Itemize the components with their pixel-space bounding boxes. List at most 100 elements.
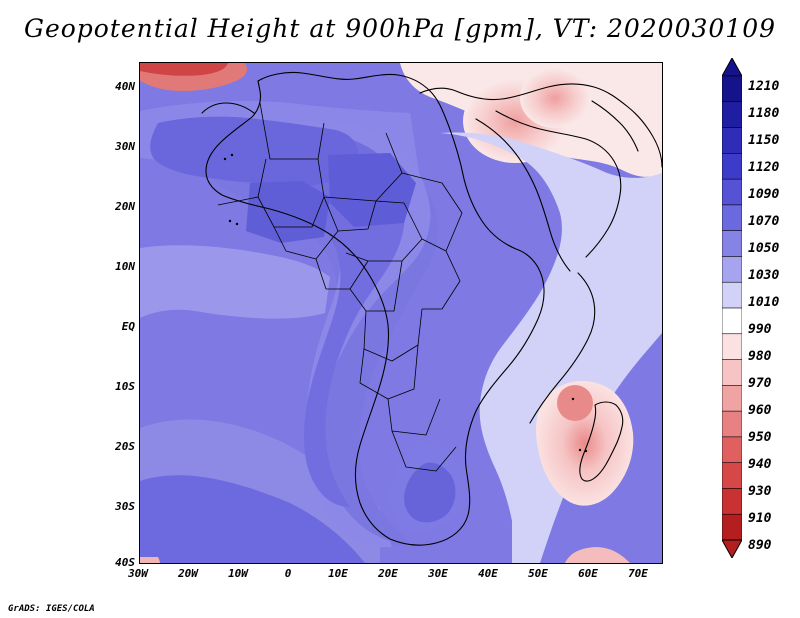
border-drc-north — [349, 260, 403, 312]
lat-label-40n: 40N — [115, 80, 135, 93]
border-algeria-libya — [259, 102, 325, 160]
island-3 — [223, 157, 227, 161]
colorbar-label-980: 980 — [748, 349, 772, 364]
lat-label-30n: 30N — [115, 140, 135, 153]
island-4 — [230, 153, 234, 157]
colorbar-label-1010: 1010 — [748, 295, 780, 310]
colorbar-band — [722, 513, 742, 541]
colorbar-band — [722, 359, 742, 386]
colorbar-label-940: 940 — [748, 457, 772, 472]
colorbar-band — [722, 178, 742, 206]
high-red-northwest-core — [140, 63, 228, 76]
lon-label-0: 0 — [284, 567, 292, 580]
southern-africa-core — [404, 462, 456, 523]
border-drc-south — [363, 308, 423, 362]
island-2 — [235, 222, 239, 226]
colorbar-band — [722, 436, 742, 464]
colorbar-label-1090: 1090 — [748, 187, 780, 202]
colorbar-bands — [722, 75, 742, 541]
lon-label-60e: 60E — [578, 567, 598, 580]
south-pink-lobe — [535, 547, 630, 563]
coastlines — [201, 71, 662, 546]
lon-label-10e: 10E — [328, 567, 348, 580]
small-islands — [223, 153, 588, 453]
country-borders — [217, 102, 463, 472]
colorbar-label-1120: 1120 — [748, 160, 780, 175]
colorbar-band — [722, 153, 742, 180]
lon-label-30e: 30E — [428, 567, 448, 580]
red-sea-coast — [475, 118, 571, 272]
sahara-deep-core-1 — [246, 181, 330, 243]
colorbar-band — [722, 410, 742, 438]
colorbar-band — [722, 256, 742, 283]
colorbar-label-910: 910 — [748, 511, 772, 526]
island-7 — [584, 449, 588, 453]
low-core — [557, 385, 593, 421]
lon-label-50e: 50E — [528, 567, 548, 580]
colorbar — [722, 58, 742, 558]
colorbar-band — [722, 307, 742, 335]
lat-label-40s: 40S — [115, 556, 135, 569]
border-south-africa — [391, 430, 457, 472]
southwest-pink-lobe — [140, 557, 160, 563]
border-nigeria — [273, 226, 339, 260]
colorbar-band — [722, 488, 742, 515]
border-chad — [323, 196, 377, 232]
border-east-africa — [421, 238, 461, 310]
lon-label-40e: 40E — [478, 567, 498, 580]
colorbar-label-990: 990 — [748, 322, 772, 337]
west-sahara-deep-band — [150, 116, 359, 186]
border-cameroon-car — [315, 258, 369, 290]
east-africa-coast — [529, 272, 596, 424]
lon-label-20w: 20W — [178, 567, 198, 580]
island-6 — [578, 448, 582, 452]
colorbar-label-890: 890 — [748, 538, 772, 553]
lon-label-70e: 70E — [628, 567, 648, 580]
colorbar-label-930: 930 — [748, 484, 772, 499]
colorbar-label-1210: 1210 — [748, 79, 780, 94]
colorbar-label-1180: 1180 — [748, 106, 780, 121]
colorbar-band — [722, 333, 742, 361]
lat-label-20n: 20N — [115, 200, 135, 213]
colorbar-label-1050: 1050 — [748, 241, 780, 256]
contour-band-lighter-west — [140, 245, 330, 319]
island-5 — [571, 397, 575, 401]
lon-label-10w: 10W — [228, 567, 248, 580]
lat-label-10s: 10S — [115, 380, 135, 393]
lat-label-10n: 10N — [115, 260, 135, 273]
colorbar-bottom-triangle — [722, 539, 742, 558]
lat-label-eq: EQ — [121, 320, 135, 333]
contour-band-south-atlantic-deep — [140, 475, 365, 563]
map-panel — [139, 62, 663, 564]
colorbar-label-1030: 1030 — [748, 268, 780, 283]
lon-label-20e: 20E — [378, 567, 398, 580]
colorbar-label-1150: 1150 — [748, 133, 780, 148]
lon-label-30w: 30W — [128, 567, 148, 580]
madagascar-coast — [579, 401, 624, 482]
persian-gulf-coast — [591, 100, 639, 152]
geopotential-height-map — [140, 63, 662, 563]
border-mali-niger — [257, 196, 325, 228]
colorbar-band — [722, 101, 742, 129]
colorbar-band — [722, 204, 742, 232]
sahara-deep-core-2 — [328, 153, 416, 227]
border-sudan — [345, 200, 423, 262]
island-1 — [228, 219, 232, 223]
lat-label-30s: 30S — [115, 500, 135, 513]
map-title: Geopotential Height at 900hPa [gpm], VT:… — [23, 14, 777, 43]
africa-coastline — [205, 71, 545, 546]
colorbar-band — [722, 462, 742, 489]
colorbar-band — [722, 230, 742, 257]
grads-credit: GrADS: IGES/COLA — [8, 604, 95, 614]
colorbar-label-950: 950 — [748, 430, 772, 445]
colorbar-label-970: 970 — [748, 376, 772, 391]
colorbar-band — [722, 127, 742, 154]
north-coastline — [419, 83, 662, 168]
arabia-coast — [495, 110, 622, 258]
colorbar-label-960: 960 — [748, 403, 772, 418]
colorbar-band — [722, 75, 742, 103]
arabian-low-ridge — [520, 68, 590, 128]
colorbar-band — [722, 385, 742, 412]
sahara-deep-band — [229, 133, 405, 507]
colorbar-top-triangle — [722, 58, 742, 77]
